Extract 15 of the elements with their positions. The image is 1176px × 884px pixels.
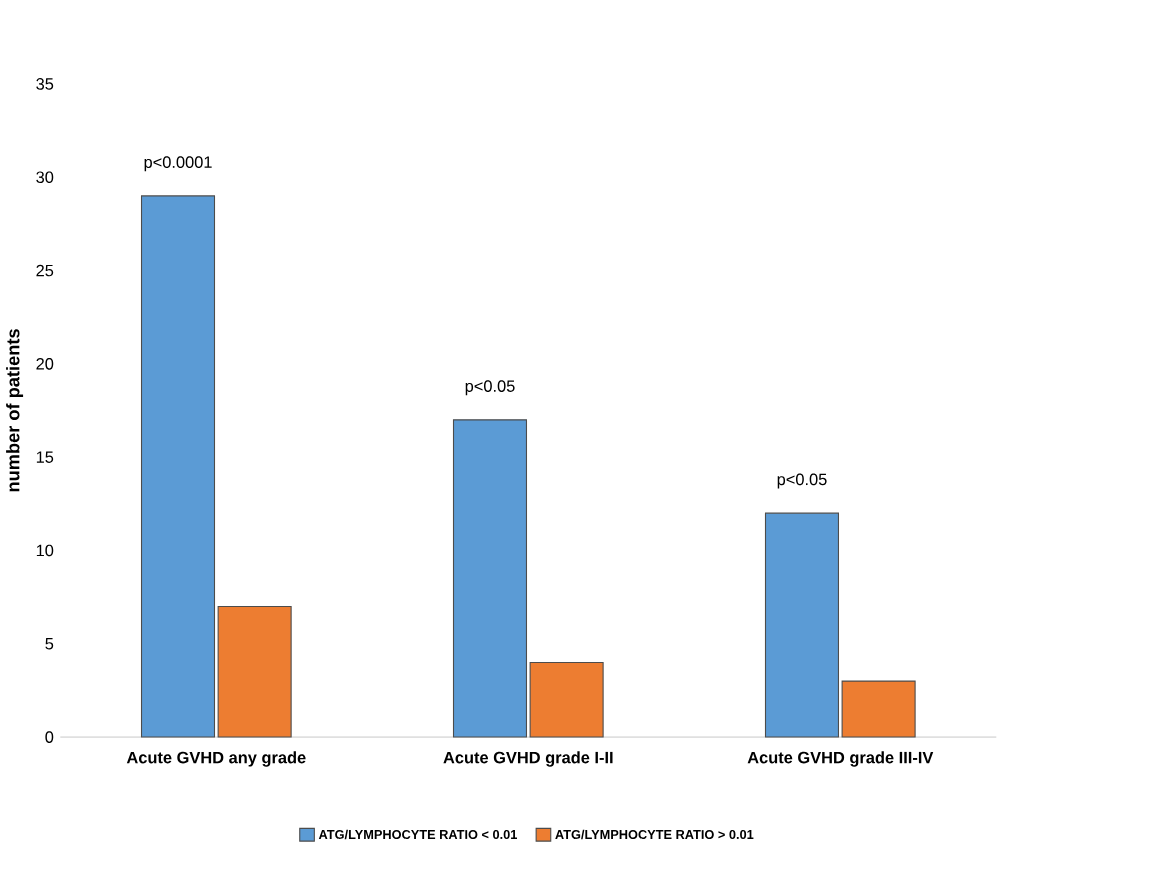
y-tick-label: 0 [45, 731, 54, 744]
y-tick-label: 5 [45, 638, 54, 650]
y-tick-label: 10 [36, 545, 54, 557]
annotation: p<0.05 [465, 380, 515, 396]
y-tick-label: 25 [36, 265, 54, 277]
x-tick-label: Acute GVHD grade III-IV [747, 751, 934, 768]
y-tick-label: 30 [36, 171, 54, 184]
x-tick-label: Acute GVHD any grade [126, 751, 306, 768]
y-tick-label: 20 [36, 358, 54, 371]
annotation: p<0.0001 [144, 156, 212, 172]
annotation: p<0.05 [777, 474, 827, 489]
y-tick-label: 15 [36, 451, 54, 464]
x-tick-label: Acute GVHD grade I-II [443, 751, 613, 768]
y-tick-label: 35 [36, 78, 54, 91]
y-axis-title: number of patients [6, 329, 24, 492]
